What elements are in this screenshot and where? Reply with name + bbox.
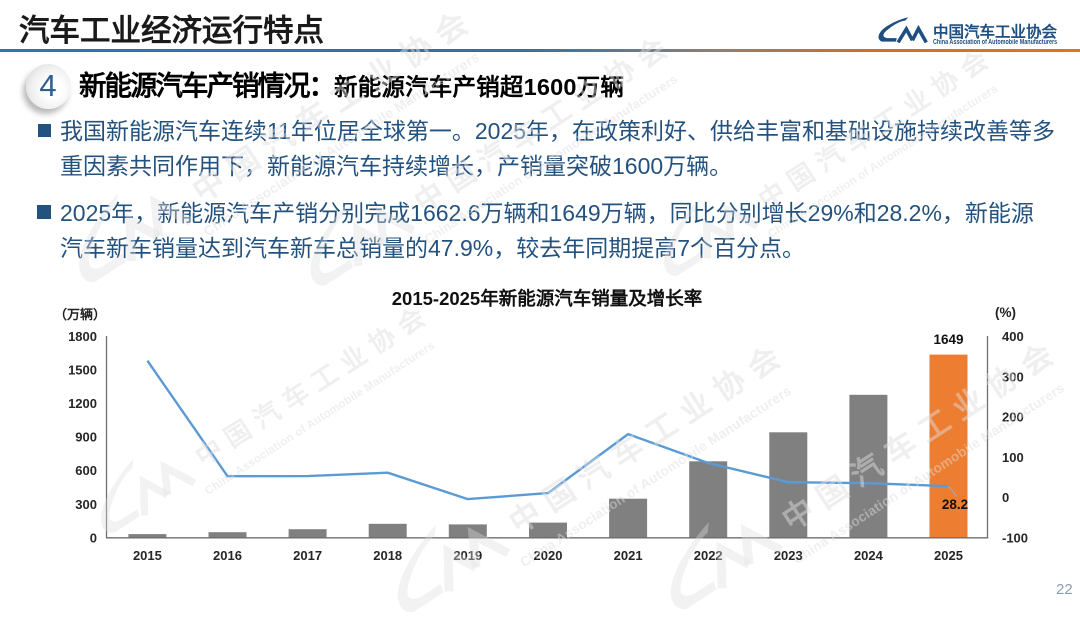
- svg-text:（万辆）: （万辆）: [54, 307, 106, 322]
- svg-text:300: 300: [75, 497, 97, 512]
- svg-text:2016: 2016: [213, 548, 242, 563]
- svg-text:0: 0: [90, 530, 97, 545]
- svg-text:2019: 2019: [453, 548, 482, 563]
- svg-text:2021: 2021: [614, 548, 643, 563]
- svg-text:1649: 1649: [933, 332, 963, 347]
- svg-text:2017: 2017: [293, 548, 322, 563]
- svg-text:600: 600: [75, 463, 97, 478]
- svg-text:2023: 2023: [774, 548, 803, 563]
- svg-text:1200: 1200: [68, 396, 97, 411]
- svg-text:400: 400: [1002, 329, 1024, 344]
- svg-text:2018: 2018: [373, 548, 402, 563]
- svg-text:0: 0: [1002, 490, 1009, 505]
- svg-text:2024: 2024: [854, 548, 884, 563]
- svg-text:1800: 1800: [68, 329, 97, 344]
- svg-text:(%): (%): [995, 305, 1016, 320]
- svg-text:28.2: 28.2: [942, 497, 968, 512]
- svg-text:2015-2025年新能源汽车销量及增长率: 2015-2025年新能源汽车销量及增长率: [392, 288, 702, 309]
- svg-text:2022: 2022: [694, 548, 723, 563]
- svg-text:-100: -100: [1002, 530, 1028, 545]
- svg-text:1500: 1500: [68, 363, 97, 378]
- svg-text:100: 100: [1002, 450, 1024, 465]
- svg-text:2015: 2015: [133, 548, 162, 563]
- svg-text:300: 300: [1002, 369, 1024, 384]
- svg-text:900: 900: [75, 430, 97, 445]
- svg-text:2020: 2020: [534, 548, 563, 563]
- svg-text:200: 200: [1002, 410, 1024, 425]
- svg-text:2025: 2025: [934, 548, 963, 563]
